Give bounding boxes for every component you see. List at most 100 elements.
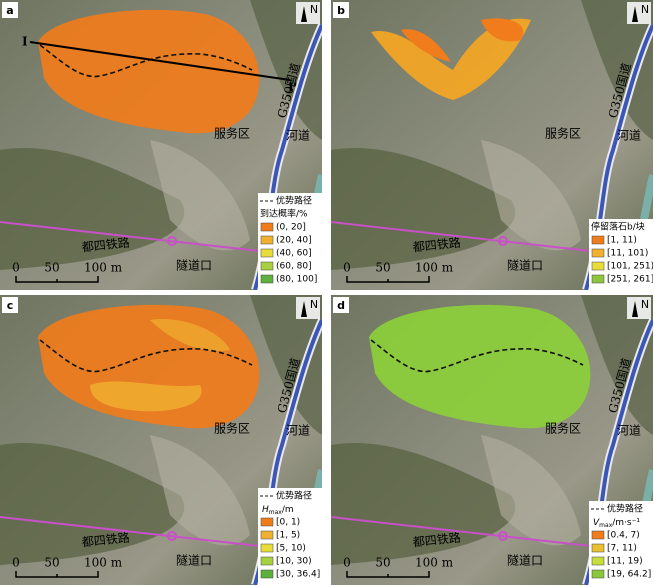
hazard-zone <box>481 18 524 42</box>
panel-letter: c <box>7 299 14 312</box>
scale-label: 0 <box>343 556 351 570</box>
terrain-patch <box>581 0 653 140</box>
legend-title-unit: /m·s⁻¹ <box>612 518 640 528</box>
hazard-zone <box>150 319 230 351</box>
legend-swatch <box>260 543 274 553</box>
legend-title-symbol: H <box>262 505 269 515</box>
scale-label: 50 <box>44 556 59 570</box>
hazard-zone <box>401 29 451 62</box>
legend-swatch <box>591 274 605 284</box>
railway-label: 都四铁路 <box>412 530 461 550</box>
legend-item-label: [10, 30) <box>276 557 312 567</box>
tunnel-label: 隧道口 <box>507 553 543 568</box>
service-area-label: 服务区 <box>214 421 250 436</box>
legend-item-label: [1, 11) <box>607 236 637 246</box>
terrain-patch <box>331 443 516 565</box>
scale-label: 50 <box>375 261 390 275</box>
hazard-zone <box>90 381 202 412</box>
tunnel-portal <box>498 236 508 246</box>
legend-item-label: [11, 19) <box>607 557 643 567</box>
panel-letter-box <box>333 297 349 313</box>
scale-label: 50 <box>375 556 390 570</box>
legend-item-label: (20, 40] <box>276 236 312 246</box>
service-area-label: 服务区 <box>545 126 581 141</box>
legend-route-label: 优势路径 <box>607 503 643 515</box>
north-label: N <box>310 298 318 311</box>
tunnel-portal <box>167 531 177 541</box>
river-label: 河道 <box>617 424 641 438</box>
legend-item-label: [0, 1) <box>276 518 300 528</box>
legend-swatch <box>591 556 605 566</box>
scale-label: 100 m <box>84 556 123 570</box>
legend-swatch <box>591 569 605 579</box>
legend-swatch <box>591 530 605 540</box>
legend-item-label: (80, 100] <box>276 275 317 285</box>
legend-swatch <box>260 235 274 245</box>
hazard-zone <box>38 9 260 134</box>
legend-title-symbol: V <box>593 518 600 528</box>
scale-label: 0 <box>12 261 20 275</box>
north-label: N <box>641 3 649 16</box>
tunnel-label: 隧道口 <box>176 553 212 568</box>
legend-route-label: 优势路径 <box>276 195 312 207</box>
legend-swatch <box>260 222 274 232</box>
legend-route-label: 优势路径 <box>276 490 312 502</box>
scale-label: 50 <box>44 261 59 275</box>
panel-letter-box <box>2 297 18 313</box>
legend-title: 到达概率/% <box>260 208 308 220</box>
legend-swatch <box>260 274 274 284</box>
legend-title-unit: /m <box>282 505 294 515</box>
hazard-zone <box>369 304 591 429</box>
north-arrow <box>632 301 638 317</box>
legend-swatch <box>591 248 605 258</box>
profile-start-label: I <box>22 35 28 49</box>
terrain-patch <box>150 140 250 251</box>
terrain-patch <box>150 435 250 546</box>
panel-letter-box <box>333 2 349 18</box>
north-arrow <box>301 301 307 317</box>
railway-label: 都四铁路 <box>81 235 130 255</box>
terrain-patch <box>481 435 581 546</box>
river-label: 河道 <box>617 129 641 143</box>
scale-bar <box>15 571 99 578</box>
railway-label: 都四铁路 <box>412 235 461 255</box>
scale-label: 0 <box>12 556 20 570</box>
terrain-patch <box>481 140 581 251</box>
river-label: 河道 <box>286 424 310 438</box>
terrain-patch <box>0 148 185 270</box>
legend-item-label: [1, 5) <box>276 531 300 541</box>
terrain-patch <box>250 295 322 435</box>
terrain-patch <box>0 443 185 565</box>
service-area-label: 服务区 <box>545 421 581 436</box>
legend-swatch <box>260 517 274 527</box>
legend-item-label: [11, 101) <box>607 249 648 259</box>
panel-letter: b <box>337 4 345 17</box>
terrain-patch <box>331 148 516 270</box>
legend-swatch <box>260 248 274 258</box>
legend-swatch <box>260 556 274 566</box>
scale-label: 100 m <box>415 261 454 275</box>
tunnel-label: 隧道口 <box>507 258 543 273</box>
terrain-patch <box>581 295 653 435</box>
legend-item-label: [5, 10) <box>276 544 306 554</box>
profile-line <box>29 41 291 81</box>
hazard-zone <box>371 18 531 100</box>
panel-letter: d <box>337 299 345 312</box>
legend-title-subscript: max <box>269 509 283 516</box>
railway-label: 都四铁路 <box>81 530 130 550</box>
tunnel-portal <box>498 531 508 541</box>
legend-swatch <box>591 261 605 271</box>
legend-item-label: [7, 11) <box>607 544 637 554</box>
legend-title: Hmax/m <box>262 505 294 516</box>
north-label: N <box>310 3 318 16</box>
scale-label: 0 <box>343 261 351 275</box>
legend-item-label: [101, 251) <box>607 262 654 272</box>
service-area-label: 服务区 <box>214 126 250 141</box>
